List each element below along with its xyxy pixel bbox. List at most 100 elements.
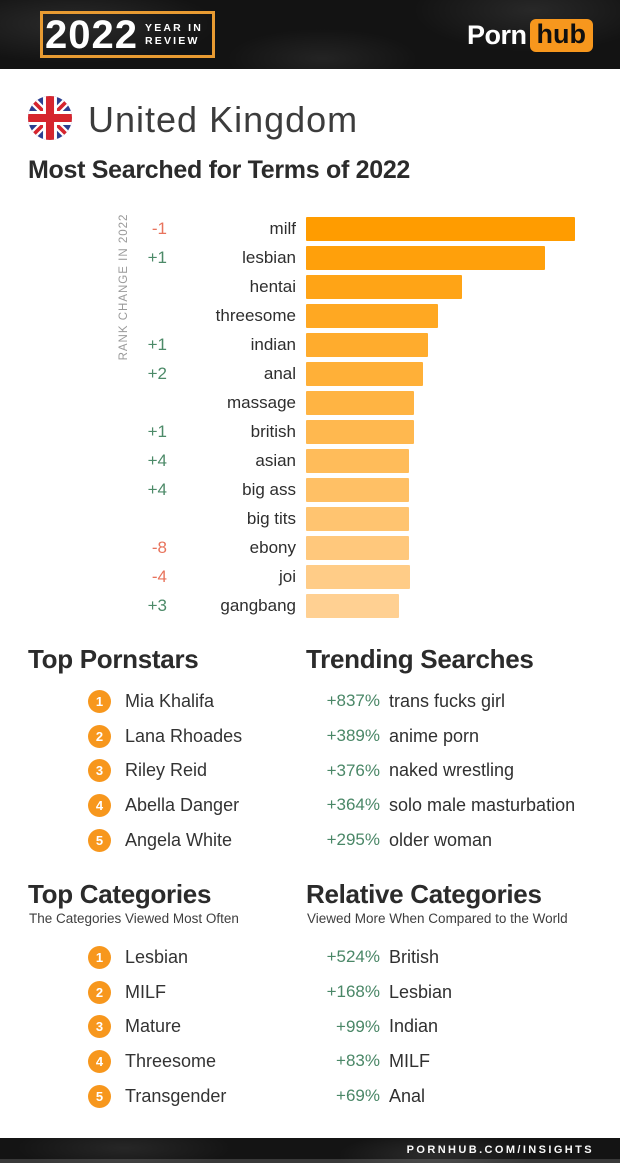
- most-searched-terms-chart: -1 milf +1 lesbian hentai threesome: [105, 214, 575, 620]
- rank-badge: 5: [88, 828, 111, 852]
- list-item: +168% Lesbian: [306, 975, 606, 1010]
- category-name: Transgender: [125, 1085, 227, 1106]
- term-bar: [306, 274, 463, 299]
- list-item: 3 Riley Reid: [88, 753, 318, 788]
- term-bar: [306, 332, 429, 357]
- list-item: +364% solo male masturbation: [306, 788, 606, 823]
- pornstar-name: Riley Reid: [125, 760, 208, 781]
- logo-year-text: 2022: [45, 12, 138, 57]
- list-item: 4 Abella Danger: [88, 788, 318, 823]
- chart-row: threesome: [105, 301, 575, 330]
- rank-change-value: -4: [151, 566, 167, 586]
- year-in-review-logo: 2022 YEAR IN REVIEW: [40, 11, 215, 58]
- logo-subtitle-line2: REVIEW: [144, 34, 200, 47]
- term-label: threesome: [215, 305, 296, 325]
- chart-row: big tits: [105, 504, 575, 533]
- bar-track: [306, 506, 575, 531]
- top-pornstars-list: 1 Mia Khalifa 2 Lana Rhoades 3 Riley Rei…: [88, 684, 318, 857]
- rank-badge: 3: [88, 759, 111, 783]
- list-item: +99% Indian: [306, 1009, 606, 1044]
- logo-subtitle: YEAR IN REVIEW: [145, 22, 203, 48]
- trending-searches-list: +837% trans fucks girl +389% anime porn …: [306, 684, 606, 857]
- trend-term: solo male masturbation: [389, 794, 576, 815]
- category-name: Threesome: [125, 1050, 217, 1071]
- chart-row: +2 anal: [105, 359, 575, 388]
- category-name: Mature: [125, 1016, 182, 1037]
- pornstar-name: Mia Khalifa: [125, 690, 215, 711]
- list-item: 2 MILF: [88, 975, 318, 1010]
- rank-badge: 2: [88, 724, 111, 748]
- chart-row: +4 asian: [105, 446, 575, 475]
- list-item: +83% MILF: [306, 1044, 606, 1079]
- bar-track: [306, 303, 575, 328]
- rank-badge: 3: [88, 1015, 111, 1039]
- bar-track: [306, 593, 575, 618]
- bar-track: [306, 564, 575, 589]
- term-label: ebony: [249, 537, 296, 557]
- footer-bar: PORNHUB.COM/INSIGHTS: [0, 1138, 620, 1163]
- rank-change-value: +1: [147, 421, 167, 441]
- trend-term: anime porn: [389, 725, 480, 746]
- rank-badge: 1: [88, 945, 111, 969]
- chart-row: -8 ebony: [105, 533, 575, 562]
- term-label: anal: [263, 363, 296, 383]
- term-label: big tits: [246, 508, 296, 528]
- relative-categories-list: +524% British +168% Lesbian +99% Indian …: [306, 940, 606, 1113]
- term-bar: [306, 477, 409, 502]
- rank-change-value: +1: [147, 334, 167, 354]
- top-pornstars-heading: Top Pornstars: [28, 644, 199, 674]
- pornstar-name: Lana Rhoades: [125, 725, 243, 746]
- trend-percentage: +364%: [326, 795, 380, 815]
- bar-track: [306, 216, 575, 241]
- term-label: lesbian: [242, 247, 296, 267]
- term-label: hentai: [249, 276, 296, 296]
- relative-percentage: +168%: [326, 982, 380, 1002]
- chart-row: -1 milf: [105, 214, 575, 243]
- list-item: +376% naked wrestling: [306, 753, 606, 788]
- list-item: +837% trans fucks girl: [306, 684, 606, 719]
- insights-url: PORNHUB.COM/INSIGHTS: [406, 1143, 594, 1156]
- trend-term: trans fucks girl: [389, 690, 506, 711]
- list-item: +389% anime porn: [306, 719, 606, 754]
- rank-change-value: +4: [147, 479, 167, 499]
- trend-term: older woman: [389, 829, 493, 850]
- list-item: 3 Mature: [88, 1009, 318, 1044]
- relative-category-name: MILF: [389, 1050, 431, 1071]
- list-item: 5 Transgender: [88, 1079, 318, 1114]
- rank-change-value: +3: [147, 595, 167, 615]
- list-item: +524% British: [306, 940, 606, 975]
- top-categories-subtitle: The Categories Viewed Most Often: [29, 911, 239, 926]
- term-label: gangbang: [220, 595, 296, 615]
- rank-badge: 5: [88, 1084, 111, 1108]
- trend-percentage: +376%: [326, 760, 380, 780]
- list-item: 5 Angela White: [88, 823, 318, 858]
- bar-track: [306, 477, 575, 502]
- pornhub-logo: Porn hub: [467, 19, 593, 52]
- chart-row: +1 lesbian: [105, 243, 575, 272]
- bar-track: [306, 332, 575, 357]
- rank-badge: 4: [88, 1049, 111, 1073]
- relative-categories-heading: Relative Categories: [306, 879, 542, 909]
- term-bar: [306, 419, 414, 444]
- page-title-country: United Kingdom: [88, 99, 359, 140]
- bar-track: [306, 245, 575, 270]
- chart-row: hentai: [105, 272, 575, 301]
- rank-badge: 4: [88, 793, 111, 817]
- header-bar: 2022 YEAR IN REVIEW Porn hub: [0, 0, 620, 69]
- bar-track: [306, 448, 575, 473]
- pornstar-name: Angela White: [125, 829, 233, 850]
- list-item: 1 Mia Khalifa: [88, 684, 318, 719]
- term-bar: [306, 361, 423, 386]
- relative-categories-subtitle: Viewed More When Compared to the World: [307, 911, 568, 926]
- chart-row: -4 joi: [105, 562, 575, 591]
- term-label: indian: [250, 334, 296, 354]
- term-bar: [306, 506, 409, 531]
- term-label: big ass: [242, 479, 296, 499]
- category-name: Lesbian: [125, 946, 189, 967]
- relative-category-name: Lesbian: [389, 981, 453, 1002]
- rank-change-value: +1: [147, 247, 167, 267]
- chart-row: +1 british: [105, 417, 575, 446]
- trending-searches-heading: Trending Searches: [306, 644, 534, 674]
- list-item: 2 Lana Rhoades: [88, 719, 318, 754]
